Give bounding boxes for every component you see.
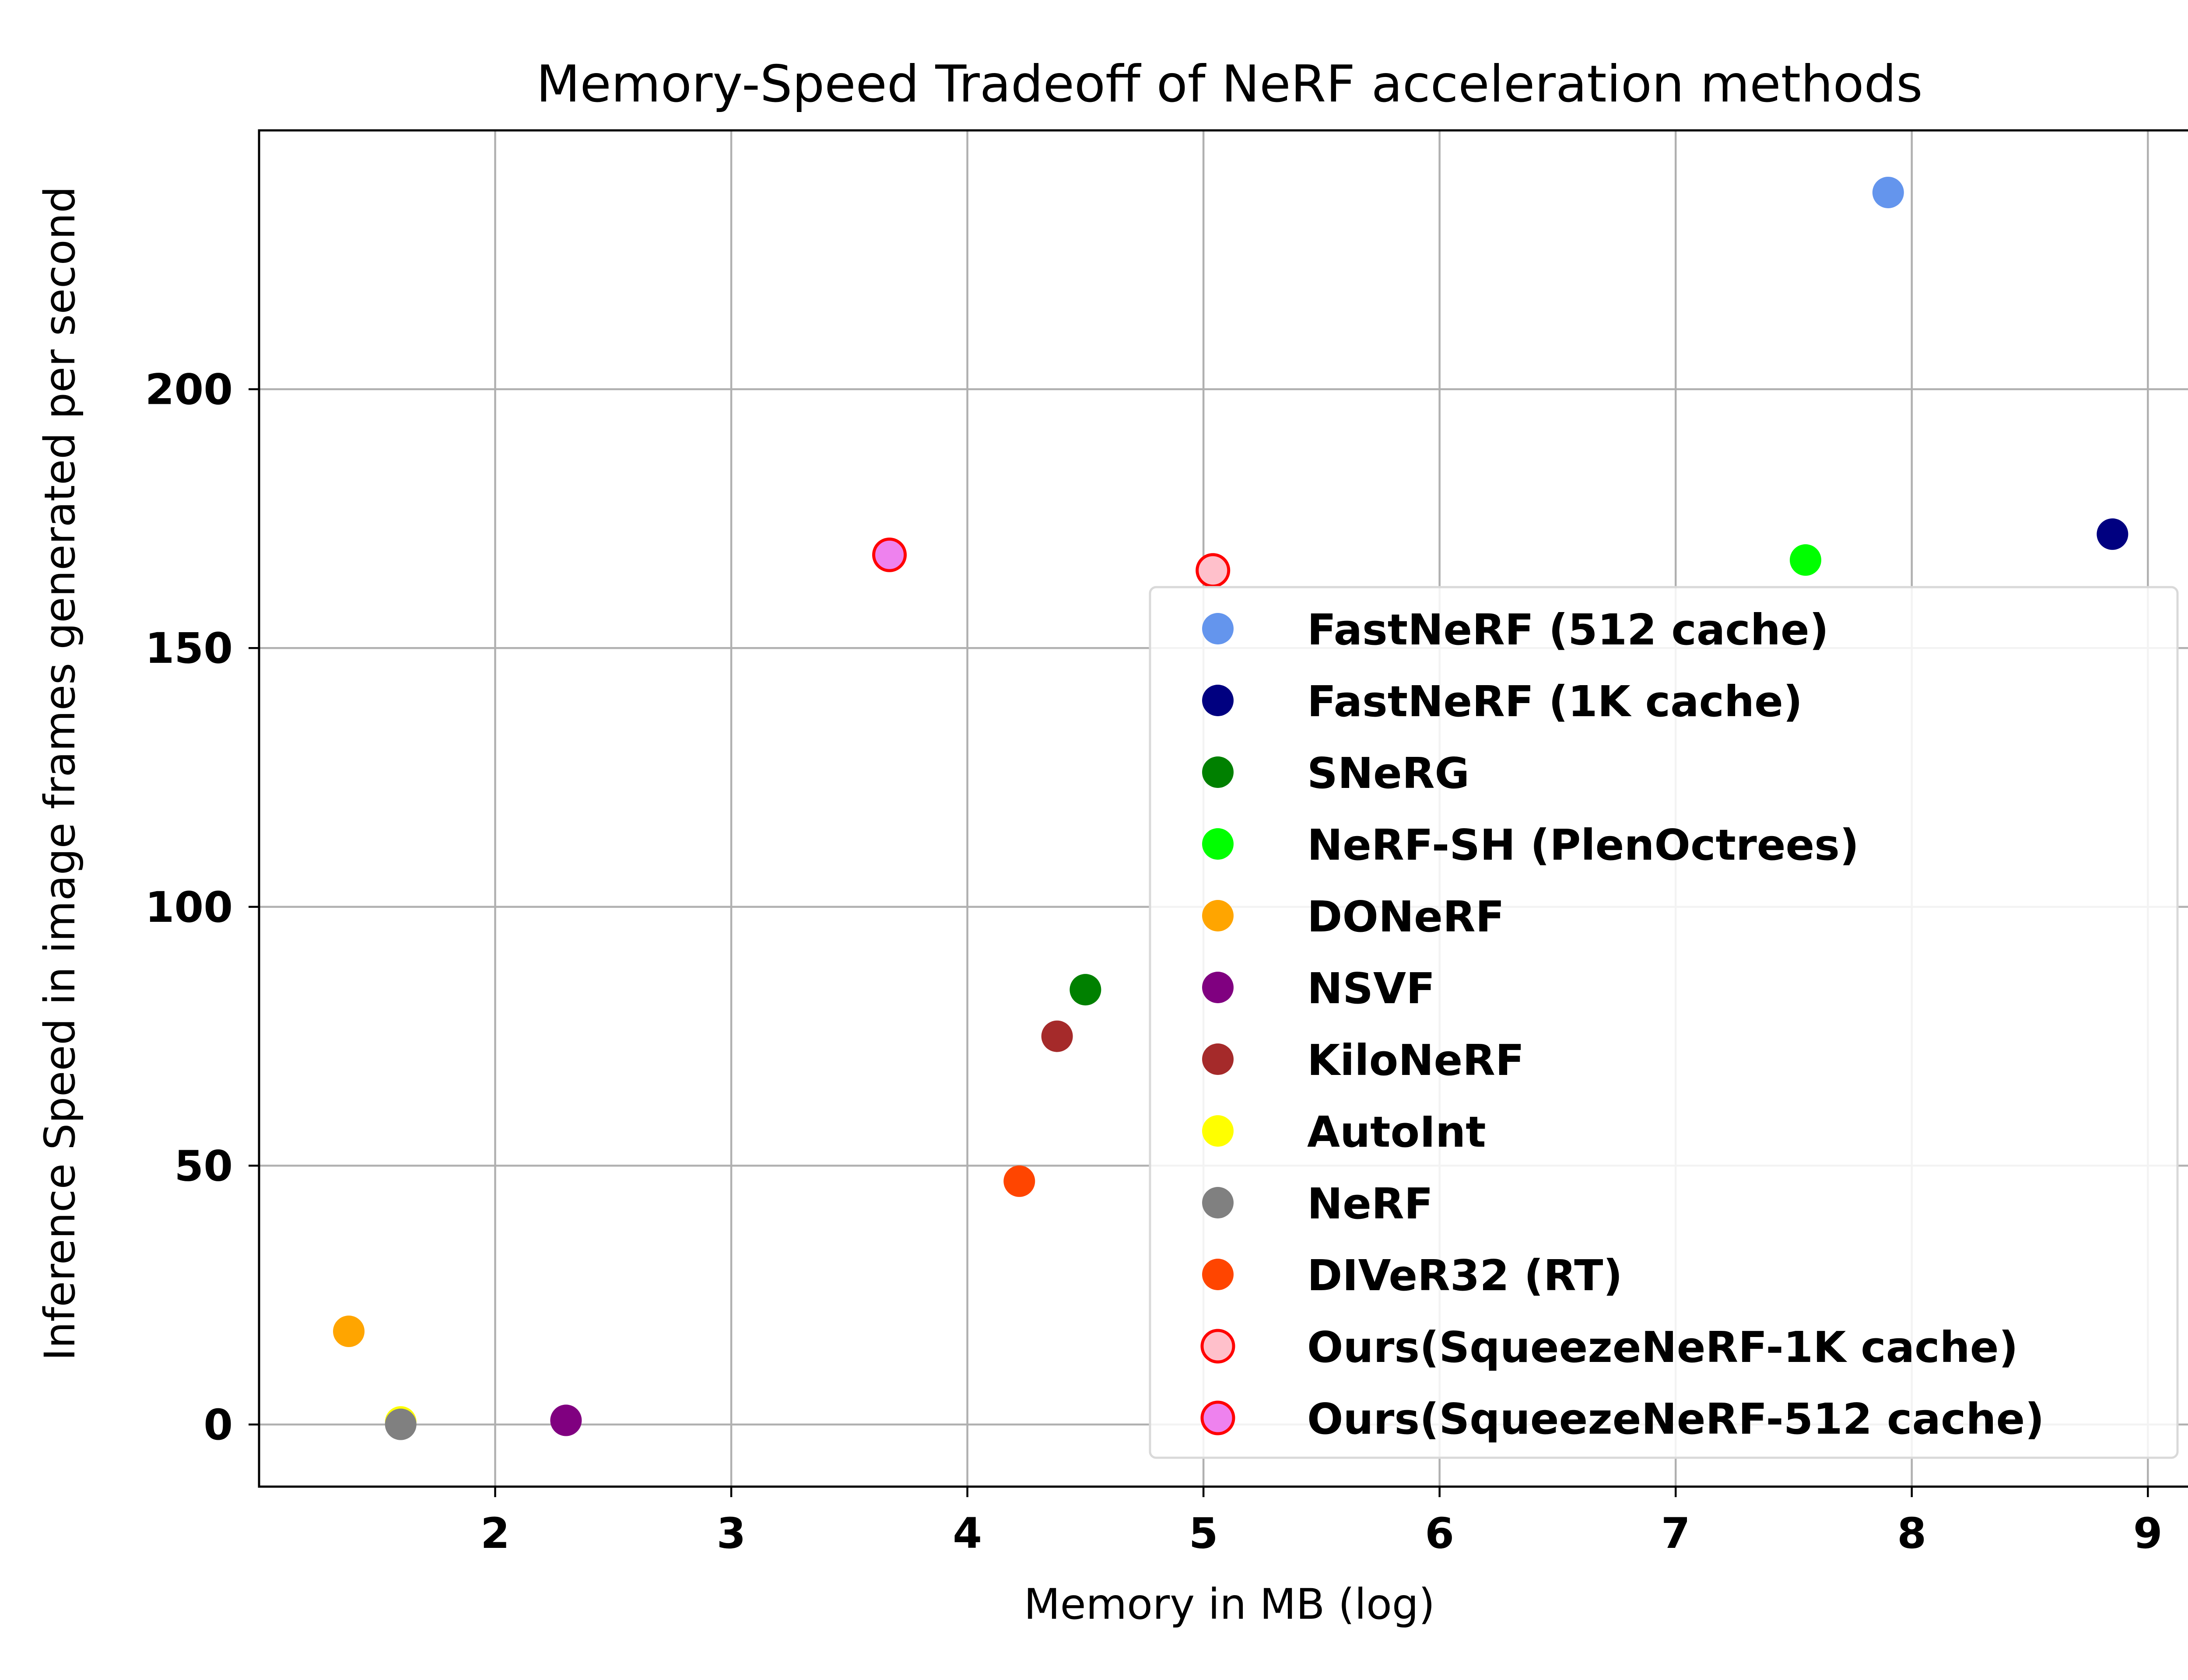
data-point bbox=[333, 1316, 365, 1348]
data-point bbox=[1069, 974, 1101, 1006]
legend-label: Ours(SqueezeNeRF-512 cache) bbox=[1307, 1394, 2044, 1444]
legend-label: NeRF bbox=[1307, 1179, 1433, 1228]
data-point bbox=[872, 537, 907, 572]
legend-box bbox=[1149, 586, 2179, 1459]
y-tick-label: 200 bbox=[145, 365, 233, 414]
x-tick-label: 5 bbox=[1189, 1509, 1218, 1558]
legend-label: DONeRF bbox=[1307, 892, 1504, 942]
legend-label: DIVeR32 (RT) bbox=[1307, 1251, 1623, 1300]
data-point bbox=[1041, 1020, 1073, 1052]
legend-marker bbox=[1200, 1400, 1235, 1435]
x-tick-label: 2 bbox=[480, 1509, 510, 1558]
legend-label: AutoInt bbox=[1307, 1107, 1486, 1157]
x-tick-label: 3 bbox=[717, 1509, 746, 1558]
axis-ticks: 2 3 4 5 6 7 8 9 0 50 100 150 200 bbox=[145, 365, 2163, 1558]
legend-marker bbox=[1202, 1115, 1234, 1147]
legend-label: SNeRG bbox=[1307, 749, 1469, 798]
legend-label: FastNeRF (1K cache) bbox=[1307, 677, 1802, 726]
legend-label: Ours(SqueezeNeRF-1K cache) bbox=[1307, 1323, 2018, 1372]
legend-marker bbox=[1202, 972, 1234, 1003]
data-point bbox=[2097, 518, 2128, 550]
data-point bbox=[1872, 176, 1904, 208]
x-tick-label: 4 bbox=[953, 1509, 982, 1558]
x-axis-label: Memory in MB (log) bbox=[1024, 1580, 1435, 1629]
y-axis-label: Inference Speed in image frames generate… bbox=[35, 186, 84, 1361]
data-point bbox=[385, 1408, 417, 1440]
legend-marker bbox=[1202, 1187, 1234, 1218]
legend-label: NeRF-SH (PlenOctrees) bbox=[1307, 820, 1859, 870]
x-tick-label: 6 bbox=[1425, 1509, 1454, 1558]
legend-label: NSVF bbox=[1307, 964, 1435, 1013]
x-tick-label: 9 bbox=[2133, 1509, 2163, 1558]
data-point bbox=[1196, 553, 1231, 588]
legend-marker bbox=[1202, 613, 1234, 644]
legend: FastNeRF (512 cache) FastNeRF (1K cache) S… bbox=[1149, 586, 2179, 1459]
legend-marker bbox=[1200, 1329, 1235, 1364]
legend-marker bbox=[1202, 1043, 1234, 1075]
chart-title: Memory-Speed Tradeoff of NeRF accelerati… bbox=[536, 55, 1922, 114]
plot-area-frame bbox=[258, 129, 2188, 1488]
y-tick-label: 50 bbox=[174, 1141, 233, 1190]
x-tick-label: 7 bbox=[1661, 1509, 1690, 1558]
y-tick-label: 100 bbox=[145, 883, 233, 932]
data-points bbox=[333, 176, 2128, 1440]
legend-marker bbox=[1202, 1259, 1234, 1290]
y-tick-label: 0 bbox=[203, 1400, 233, 1449]
legend-marker bbox=[1202, 828, 1234, 860]
data-point bbox=[1789, 544, 1821, 576]
x-tick-label: 8 bbox=[1897, 1509, 1926, 1558]
legend-label: FastNeRF (512 cache) bbox=[1307, 605, 1829, 654]
data-point bbox=[1003, 1165, 1035, 1197]
y-tick-label: 150 bbox=[145, 624, 233, 673]
legend-marker bbox=[1202, 900, 1234, 931]
legend-marker bbox=[1202, 685, 1234, 716]
legend-marker bbox=[1202, 756, 1234, 788]
data-point bbox=[550, 1404, 582, 1436]
legend-label: KiloNeRF bbox=[1307, 1036, 1524, 1085]
